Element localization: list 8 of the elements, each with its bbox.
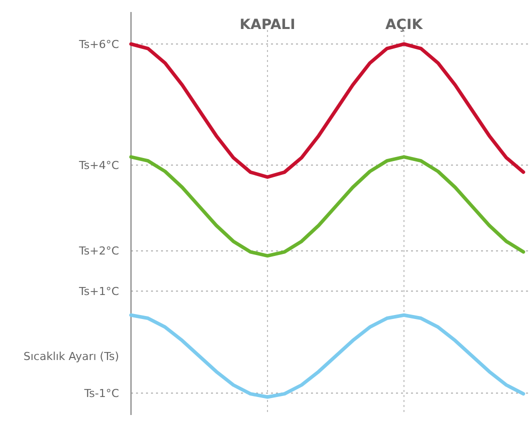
ref-line-label: Ts+1°C bbox=[78, 284, 120, 298]
ref-line-label: Ts+6°C bbox=[78, 38, 120, 51]
text: Sıcaklık Ayarı (Ts) bbox=[24, 350, 119, 363]
ref-line-label: Ts-1°C bbox=[83, 386, 120, 400]
ref-line-label: Ts+4°C bbox=[78, 158, 120, 172]
ref-line-label: Ts+2°C bbox=[78, 244, 120, 258]
x-tick-label: KAPALI bbox=[240, 16, 296, 33]
x-tick-label: AÇIK bbox=[385, 16, 424, 33]
